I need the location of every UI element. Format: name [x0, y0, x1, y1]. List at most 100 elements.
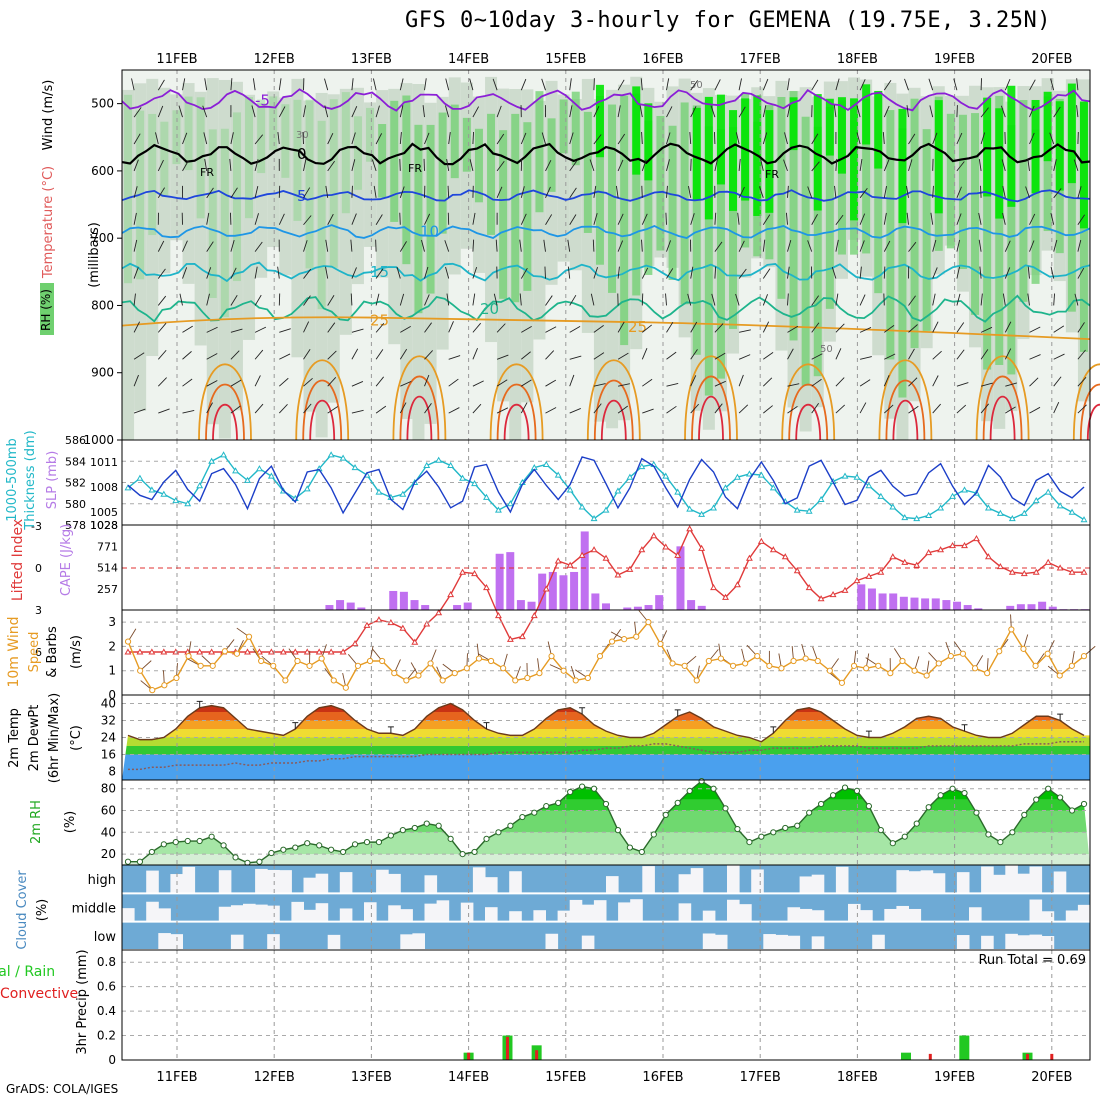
cape-bar	[410, 600, 419, 610]
upper-wind-barb	[787, 78, 790, 91]
upper-wind-barb	[472, 106, 480, 118]
upper-wind-barb	[738, 354, 751, 360]
upper-wind-barb	[424, 322, 432, 333]
upper-wind-barb	[811, 133, 819, 145]
upper-wind-barb	[739, 329, 751, 333]
upper-wind-barb	[908, 377, 918, 387]
rh-line-point	[495, 829, 502, 836]
thickness-unit-label: Thickness (dm)	[23, 430, 38, 530]
rh-shade-mid	[208, 129, 217, 298]
lifted-index-line-point	[638, 546, 646, 553]
thickness-line-point	[566, 486, 574, 493]
upper-wind-barb	[472, 380, 484, 387]
cloud-fill-high	[981, 866, 994, 894]
rh-line-point	[961, 789, 968, 797]
upper-wind-barb	[569, 325, 581, 333]
upper-wind-barb	[422, 105, 425, 118]
rh-line-point	[973, 809, 980, 816]
upper-wind-barb	[325, 239, 329, 252]
wind-speed-line-point	[487, 657, 495, 665]
upper-wind-barb	[399, 132, 402, 145]
upper-wind-barb	[738, 186, 745, 199]
cloud-fill-middle	[1077, 904, 1091, 922]
upper-wind-barb	[835, 78, 840, 91]
cape-bar	[602, 603, 610, 610]
rh-shade-high	[692, 107, 701, 201]
upper-wind-barb	[1073, 159, 1079, 172]
upper-wind-barb	[230, 187, 238, 199]
upper-wind-barb	[883, 79, 892, 91]
upper-wind-barb	[252, 78, 256, 91]
upper-wind-barb	[206, 212, 210, 225]
rh-shade-mid	[523, 122, 532, 291]
temp-contour-warm	[392, 355, 447, 441]
cape-bar	[357, 607, 366, 610]
thickness-line-point	[578, 503, 586, 510]
upper-wind-barb	[763, 351, 774, 360]
rh-shade-mid	[886, 110, 895, 360]
upper-wind-barb	[956, 132, 963, 145]
rh-line-point	[590, 785, 598, 792]
wind-speed-line-point	[584, 674, 591, 682]
cloud-fill-high	[1053, 871, 1067, 894]
upper-wind-barb	[590, 293, 595, 306]
wind-speed-line-point	[318, 655, 325, 662]
date-label-top: 17FEB	[740, 52, 781, 67]
upper-wind-barb	[303, 268, 312, 279]
upper-wind-barb	[278, 78, 282, 91]
upper-wind-barb	[543, 239, 546, 252]
upper-wind-barb	[520, 402, 528, 414]
upper-wind-barb	[327, 322, 336, 333]
upper-wind-barb	[666, 321, 674, 333]
wind-barbs-label: & Barbs	[45, 626, 60, 678]
cloud-fill-middle	[315, 903, 329, 922]
thickness-line-point	[686, 505, 694, 512]
thickness-line-point	[662, 472, 670, 479]
cape-bar	[921, 598, 930, 610]
rh-shade-mid	[644, 120, 653, 275]
upper-wind-barb	[666, 185, 668, 198]
cloud-fill-middle	[509, 911, 522, 922]
upper-wind-barb	[1053, 106, 1061, 118]
upper-wind-barb	[448, 132, 451, 145]
temp-contour-10-label: 10	[420, 222, 439, 240]
upper-wind-barb	[1027, 293, 1030, 306]
precip-tick-label: 0.2	[97, 1029, 116, 1043]
thickness-tick-label: 586	[65, 434, 86, 447]
slp-line	[127, 456, 1085, 515]
cloud-fill-middle	[1029, 899, 1043, 922]
temp-contour-warm	[302, 379, 343, 441]
upper-wind-barb	[1053, 402, 1060, 414]
upper-wind-barb	[762, 239, 766, 252]
upper-wind-barb	[375, 293, 380, 306]
thickness-line-point	[327, 451, 335, 458]
cape-bar	[910, 597, 919, 610]
upper-wind-barb	[835, 293, 839, 306]
cloud-fill-high	[606, 876, 619, 894]
rh-shade-mid	[910, 98, 919, 349]
rh-contour-label: 50	[820, 344, 833, 355]
upper-wind-barb	[883, 266, 886, 279]
upper-wind-barb	[1050, 212, 1055, 225]
upper-wind-barb	[690, 266, 694, 279]
thickness-line-point	[841, 472, 849, 479]
upper-wind-barb	[883, 212, 887, 225]
wind-speed-line-point	[149, 687, 156, 694]
thickness-line-point	[124, 484, 132, 491]
upper-wind-barb	[254, 294, 262, 306]
upper-wind-barb	[254, 403, 264, 414]
upper-wind-barb	[615, 185, 619, 198]
rh-line-point	[339, 848, 347, 856]
wind-speed-line-point	[221, 648, 228, 655]
upper-wind-barb	[980, 382, 993, 387]
thickness-line-point	[506, 500, 514, 507]
lifted-index-line-point	[650, 532, 658, 539]
rh-shade-low	[315, 92, 328, 438]
upper-wind-barb	[978, 212, 982, 225]
cloud-fill-middle	[533, 910, 546, 922]
upper-wind-barb	[158, 408, 170, 414]
upper-wind-barb	[737, 212, 740, 225]
rh-shade-mid	[874, 91, 883, 294]
cloud-fill-high	[146, 870, 159, 894]
rh-shade-high	[644, 103, 653, 181]
